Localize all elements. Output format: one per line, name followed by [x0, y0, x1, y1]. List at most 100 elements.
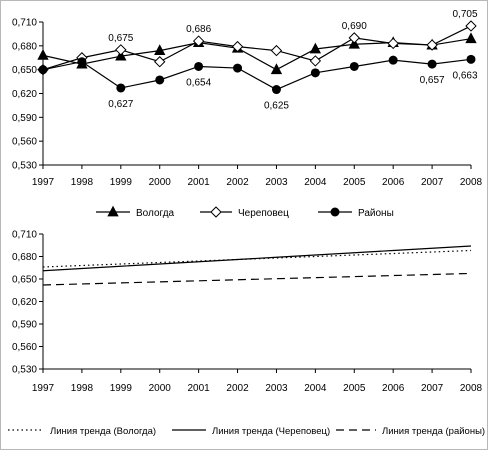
data-point: [466, 54, 476, 64]
y-tick-label: 0,680: [12, 252, 37, 263]
x-tick-label: 2003: [265, 383, 288, 394]
y-tick-label: 0,590: [12, 320, 37, 331]
y-tick-label: 0,650: [12, 65, 37, 76]
data-point: [309, 55, 322, 67]
x-tick-label: 1997: [32, 177, 55, 188]
y-tick-label: 0,560: [12, 137, 37, 148]
series-line: [42, 245, 472, 272]
x-tick-label: 2002: [226, 177, 249, 188]
x-tick-label: 1998: [71, 177, 94, 188]
series-1: [42, 249, 472, 268]
x-tick-label: 2001: [188, 383, 211, 394]
x-tick-label: 2002: [226, 383, 249, 394]
data-label: 0,705: [452, 9, 477, 20]
data-label: 0,686: [186, 24, 211, 35]
data-point: [309, 42, 322, 54]
data-label: 0,657: [420, 75, 445, 86]
data-point: [38, 65, 48, 75]
series-line: [42, 38, 472, 71]
series-3: 0,627 0,654 0,625 0,657 0,663: [38, 54, 478, 112]
x-tick-label: 2007: [421, 383, 444, 394]
data-point: [194, 61, 204, 71]
x-tick-label: 2004: [304, 177, 327, 188]
series-3: [42, 272, 472, 286]
data-label: 0,627: [108, 99, 133, 110]
x-tick-label: 2000: [149, 177, 172, 188]
legend-marker: [107, 205, 119, 217]
x-tick-label: 2008: [460, 383, 483, 394]
data-point: [271, 85, 281, 95]
y-tick-label: 0,650: [12, 275, 37, 286]
legend-label: Череповец: [238, 208, 289, 219]
y-tick-label: 0,620: [12, 297, 37, 308]
y-tick-label: 0,620: [12, 89, 37, 100]
x-tick-label: 1999: [110, 383, 133, 394]
x-tick-label: 2006: [382, 177, 405, 188]
legend-label: Районы: [358, 208, 394, 219]
legend-item: Линия тренда (Череповец): [172, 426, 330, 437]
data-point: [387, 37, 399, 50]
series-2: 0,675 0,686 0,690 0,705: [37, 9, 478, 76]
data-point: [154, 44, 166, 55]
series-1: [37, 32, 477, 75]
x-tick-label: 1998: [71, 383, 94, 394]
data-label: 0,663: [452, 70, 477, 81]
y-tick-label: 0,710: [12, 18, 37, 29]
legend-label: Вологда: [136, 208, 175, 219]
legend-bottom: Линия тренда (Вологда) Линия тренда (Чере…: [8, 426, 485, 437]
data-point: [233, 63, 243, 73]
data-point: [465, 20, 477, 32]
legend-marker: [330, 207, 340, 217]
data-point: [116, 83, 126, 93]
x-tick-label: 2005: [343, 177, 366, 188]
data-point: [349, 61, 359, 71]
series-2: [42, 245, 472, 272]
series-line: [42, 249, 472, 268]
chart-2: 0,530 0,560 0,590 0,620 0,650 0,680 0,710 1997 1…: [12, 230, 483, 395]
y-tick-label: 0,680: [12, 41, 37, 52]
legend-item: Линия тренда (Вологда): [8, 426, 156, 437]
x-tick-label: 1997: [32, 383, 55, 394]
legend-top: Вологда Череповец Районы: [96, 205, 394, 219]
y-tick-label: 0,560: [12, 342, 37, 353]
legend-marker: [210, 206, 222, 218]
y-tick-label: 0,530: [12, 365, 37, 376]
data-point: [231, 40, 244, 53]
legend-item: Вологда: [96, 205, 175, 219]
data-point: [77, 57, 87, 67]
x-tick-label: 2008: [460, 177, 483, 188]
series-line: [42, 272, 472, 286]
x-tick-label: 2006: [382, 383, 405, 394]
data-point: [426, 39, 438, 51]
legend-item: Череповец: [200, 206, 289, 219]
data-point: [270, 44, 283, 57]
data-point: [154, 56, 166, 68]
data-point: [37, 49, 49, 60]
y-tick-label: 0,710: [12, 230, 37, 241]
x-tick-label: 2001: [188, 177, 211, 188]
data-label: 0,690: [342, 21, 367, 32]
legend-label: Линия тренда (районы): [382, 426, 485, 437]
data-point: [465, 32, 477, 44]
y-tick-label: 0,530: [12, 161, 37, 172]
x-tick-label: 2007: [421, 177, 444, 188]
data-point: [115, 44, 127, 56]
legend-item: Линия тренда (районы): [336, 426, 485, 437]
chart-1: 0,530 0,560 0,590 0,620 0,650 0,680 0,710 1997 1…: [12, 9, 483, 188]
data-point: [427, 59, 437, 69]
y-tick-label: 0,590: [12, 113, 37, 124]
legend-label: Линия тренда (Вологда): [50, 426, 156, 437]
x-tick-label: 2000: [149, 383, 172, 394]
data-point: [192, 35, 205, 47]
data-label: 0,625: [264, 101, 289, 112]
data-point: [270, 63, 283, 75]
x-tick-label: 1999: [110, 177, 133, 188]
series-line: [42, 58, 472, 91]
data-point: [310, 68, 320, 78]
legend-label: Линия тренда (Череповец): [212, 426, 330, 437]
data-label: 0,675: [108, 33, 133, 44]
data-point: [388, 55, 398, 65]
x-tick-label: 2004: [304, 383, 327, 394]
series-line: [42, 25, 472, 71]
